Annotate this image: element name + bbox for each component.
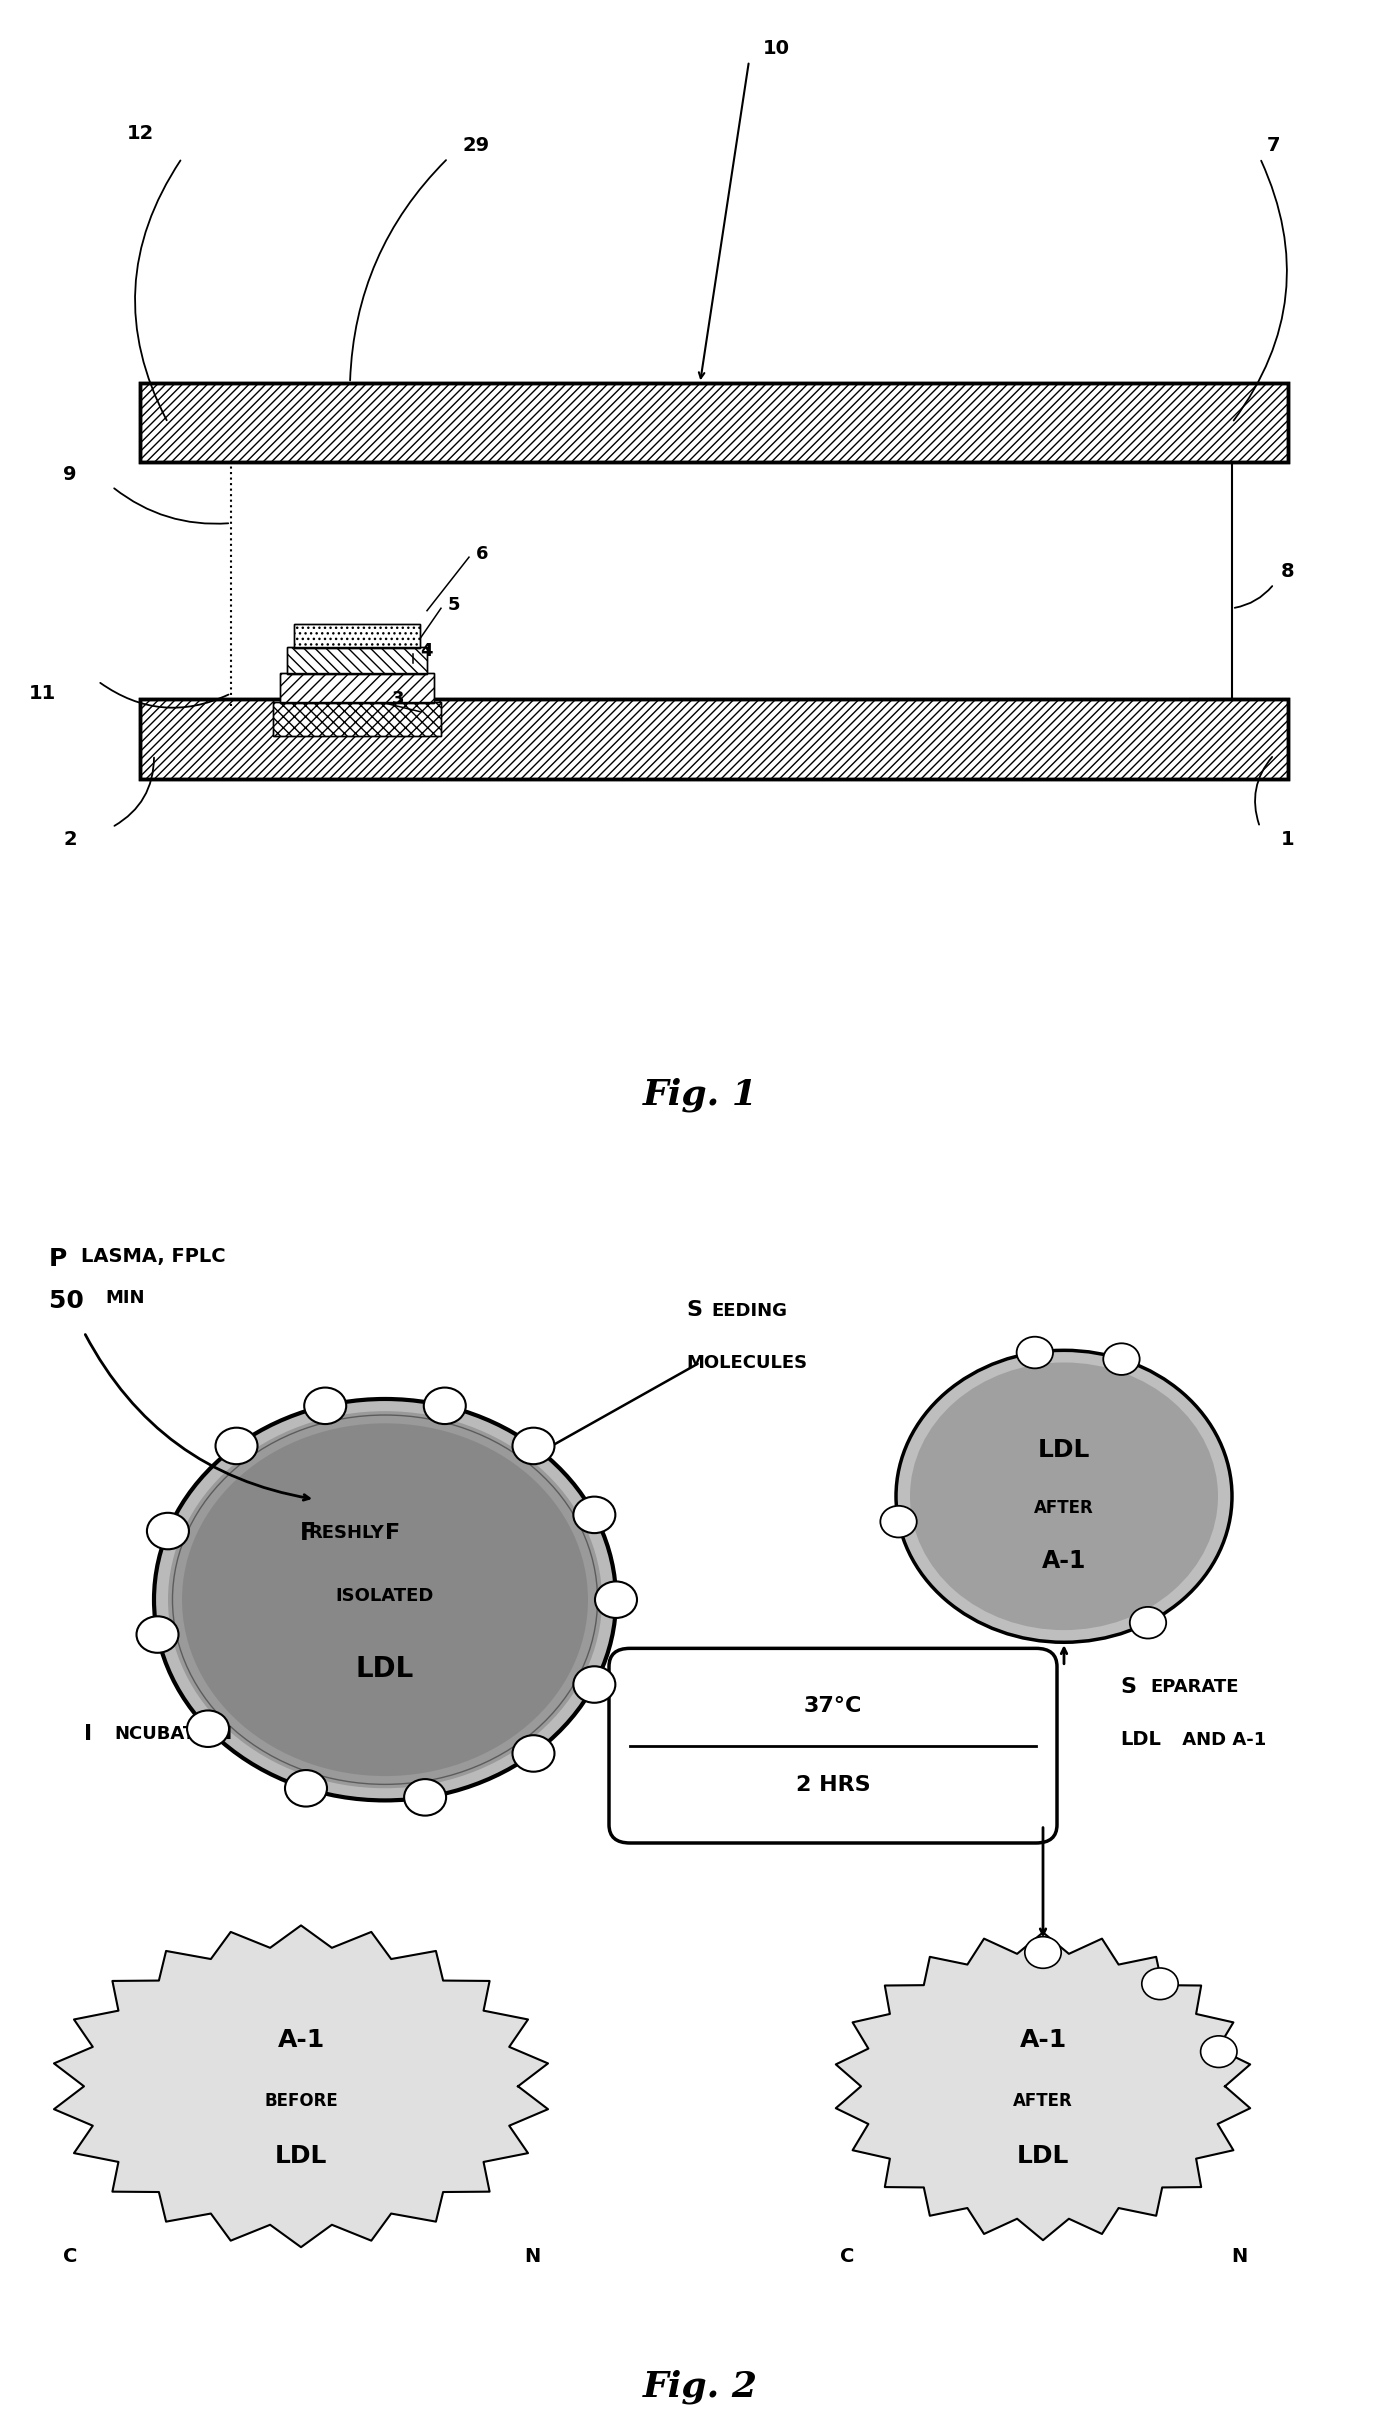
Text: 9: 9 <box>63 465 77 484</box>
Circle shape <box>1201 2036 1238 2068</box>
Text: 12: 12 <box>126 124 154 144</box>
Circle shape <box>1025 1937 1061 1968</box>
Text: AND A-1: AND A-1 <box>1176 1730 1266 1749</box>
Text: C: C <box>840 2248 854 2265</box>
Circle shape <box>512 1428 554 1465</box>
Circle shape <box>304 1387 346 1423</box>
Circle shape <box>147 1513 189 1550</box>
Text: F: F <box>385 1523 400 1543</box>
Text: N: N <box>1231 2248 1247 2265</box>
Circle shape <box>574 1667 616 1703</box>
Circle shape <box>154 1399 616 1800</box>
Text: LDL: LDL <box>1037 1438 1091 1462</box>
Text: MIN: MIN <box>105 1289 144 1307</box>
Text: 50: 50 <box>49 1289 92 1314</box>
Bar <box>280 674 434 703</box>
Text: RESHLY: RESHLY <box>308 1523 384 1543</box>
Text: 3: 3 <box>392 691 405 708</box>
FancyBboxPatch shape <box>609 1650 1057 1844</box>
Text: P: P <box>49 1248 67 1270</box>
Text: A-1: A-1 <box>1019 2029 1067 2051</box>
Bar <box>280 674 434 703</box>
Bar <box>140 701 1288 779</box>
Text: LDL: LDL <box>274 2143 328 2168</box>
Circle shape <box>405 1779 447 1815</box>
Text: Fig. 2: Fig. 2 <box>643 2370 757 2404</box>
Circle shape <box>168 1411 602 1788</box>
Circle shape <box>137 1616 179 1652</box>
Text: NCUBATION: NCUBATION <box>115 1725 232 1742</box>
Bar <box>287 647 427 674</box>
Bar <box>273 701 441 737</box>
Circle shape <box>286 1771 328 1808</box>
Text: S: S <box>686 1299 701 1319</box>
Text: 29: 29 <box>462 136 489 156</box>
Text: MOLECULES: MOLECULES <box>686 1355 808 1372</box>
Bar <box>140 382 1288 462</box>
Text: AFTER: AFTER <box>1035 1499 1093 1518</box>
Text: I: I <box>84 1723 92 1744</box>
Polygon shape <box>836 1932 1250 2241</box>
Bar <box>140 701 1288 779</box>
Circle shape <box>1142 1968 1179 2000</box>
Text: 2 HRS: 2 HRS <box>795 1776 871 1796</box>
Circle shape <box>595 1581 637 1618</box>
Text: 11: 11 <box>29 684 56 703</box>
Text: N: N <box>524 2248 540 2265</box>
Text: EEDING: EEDING <box>711 1302 787 1319</box>
Circle shape <box>1130 1606 1166 1637</box>
Text: 8: 8 <box>1281 562 1295 581</box>
Circle shape <box>188 1710 230 1747</box>
Text: LDL: LDL <box>1016 2143 1070 2168</box>
Circle shape <box>182 1423 588 1776</box>
Circle shape <box>881 1506 917 1538</box>
Text: 4: 4 <box>420 642 433 659</box>
Circle shape <box>896 1350 1232 1642</box>
Text: LDL: LDL <box>1120 1730 1161 1749</box>
Text: EPARATE: EPARATE <box>1151 1679 1239 1696</box>
Text: LDL: LDL <box>356 1654 414 1684</box>
Bar <box>140 382 1288 462</box>
Text: 1: 1 <box>1281 830 1295 849</box>
Bar <box>287 647 427 674</box>
Polygon shape <box>55 1925 547 2248</box>
Text: ISOLATED: ISOLATED <box>336 1586 434 1606</box>
Circle shape <box>512 1735 554 1771</box>
Text: A-1: A-1 <box>277 2029 325 2051</box>
Circle shape <box>424 1387 466 1423</box>
Circle shape <box>574 1496 616 1533</box>
Text: 10: 10 <box>763 39 790 58</box>
Text: Fig. 1: Fig. 1 <box>643 1078 757 1112</box>
Text: C: C <box>63 2248 77 2265</box>
Circle shape <box>910 1362 1218 1630</box>
Circle shape <box>216 1428 258 1465</box>
Text: BEFORE: BEFORE <box>265 2092 337 2109</box>
Text: LASMA, FPLC: LASMA, FPLC <box>81 1248 225 1265</box>
Bar <box>294 623 420 647</box>
Text: 5: 5 <box>448 596 461 613</box>
Bar <box>294 623 420 647</box>
Text: 2: 2 <box>63 830 77 849</box>
Circle shape <box>1016 1336 1053 1367</box>
Text: F: F <box>300 1521 316 1545</box>
Text: A-1: A-1 <box>1042 1550 1086 1572</box>
Text: AFTER: AFTER <box>1014 2092 1072 2109</box>
Text: 7: 7 <box>1267 136 1281 156</box>
Bar <box>273 701 441 737</box>
Text: 6: 6 <box>476 545 489 562</box>
Text: 37°C: 37°C <box>804 1696 862 1715</box>
Circle shape <box>1103 1343 1140 1375</box>
Text: S: S <box>1120 1676 1135 1698</box>
